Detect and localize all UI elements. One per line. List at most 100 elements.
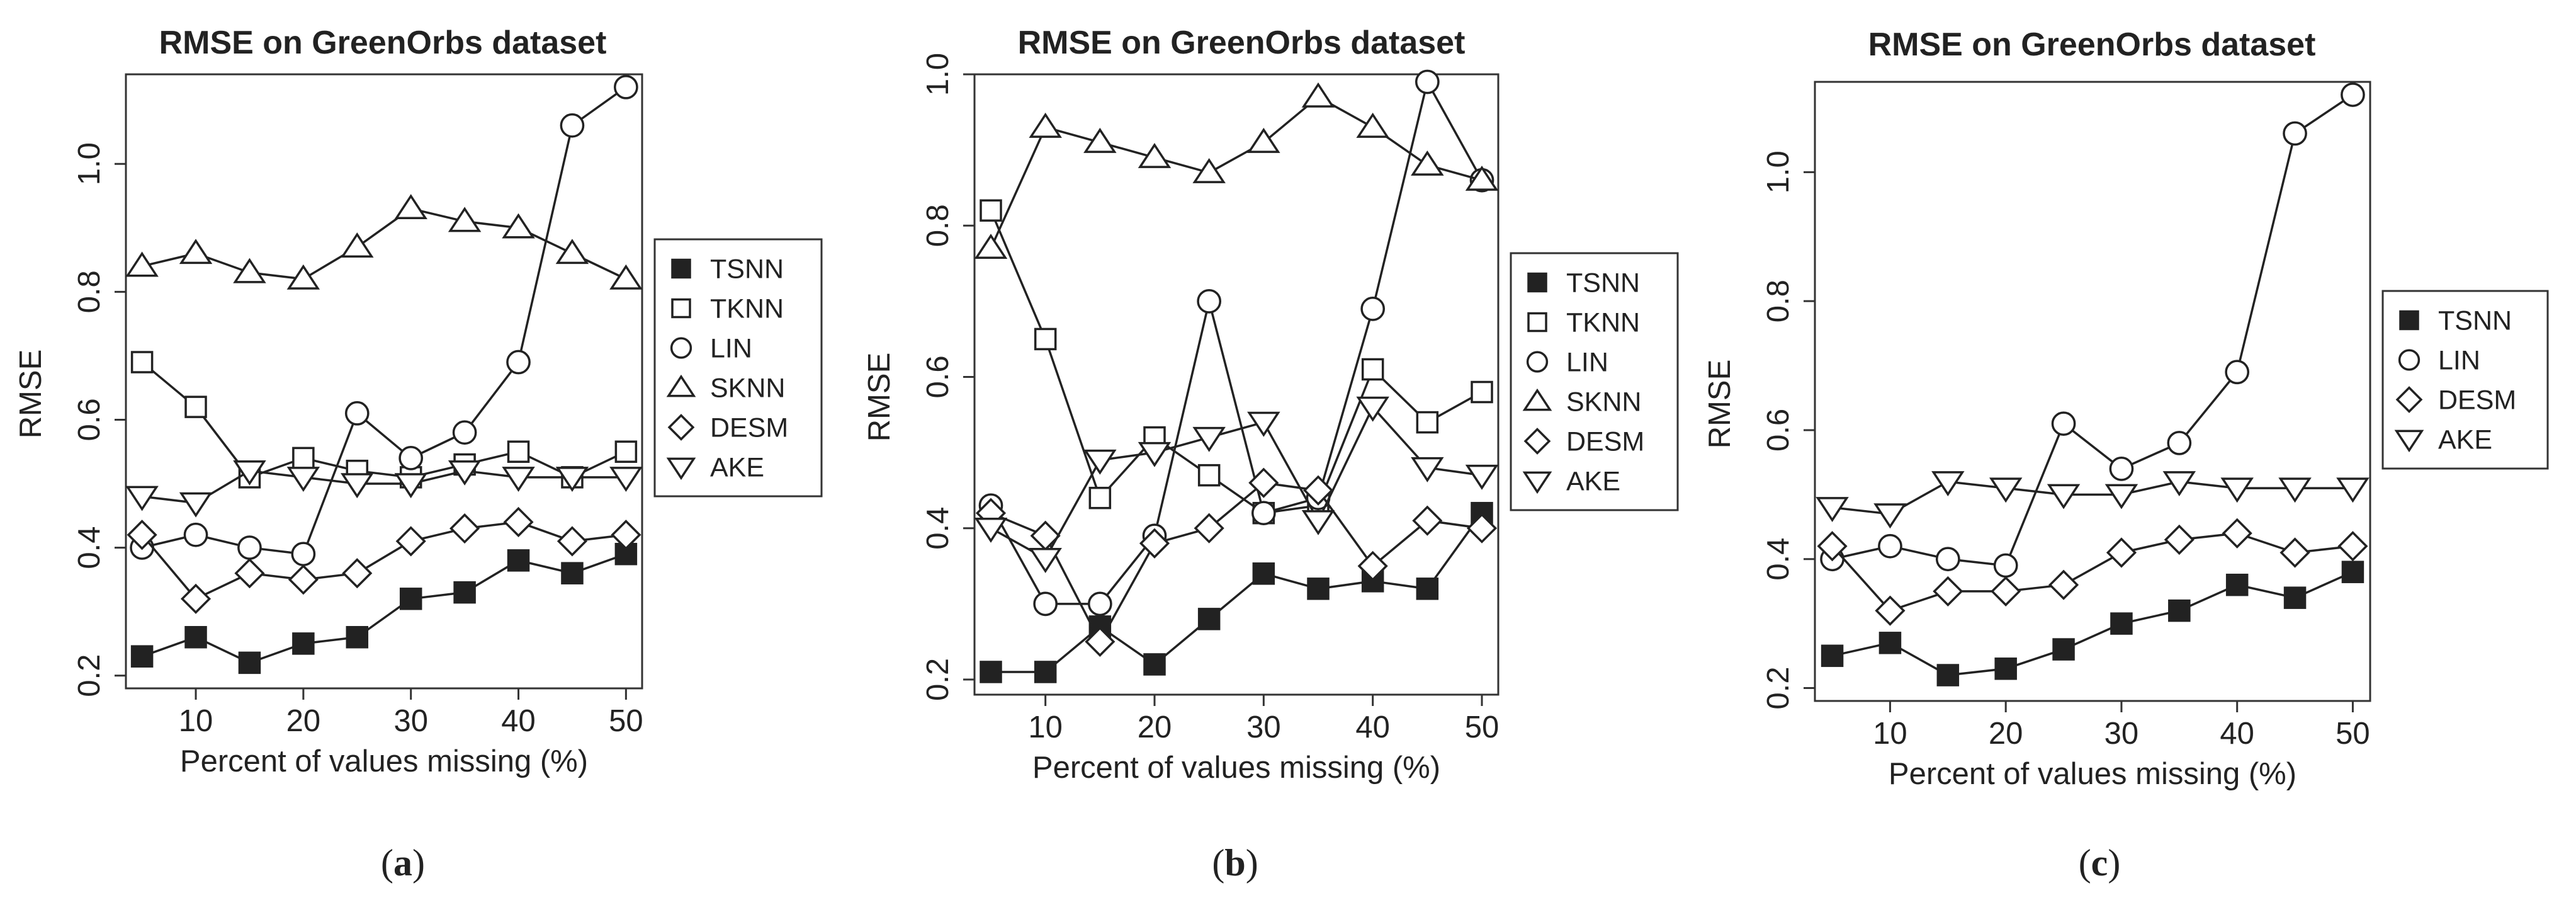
data-point-desm bbox=[342, 558, 373, 589]
data-point-desm bbox=[611, 520, 641, 550]
series-sknn bbox=[125, 194, 643, 290]
data-point-desm bbox=[1248, 467, 1279, 498]
y-tick-label: 1.0 bbox=[921, 53, 955, 96]
series-line-desm bbox=[141, 521, 626, 600]
series-line-desm bbox=[1831, 532, 2353, 612]
legend-label-lin: LIN bbox=[1566, 348, 1608, 378]
data-point-tsnn bbox=[561, 562, 584, 584]
data-point-desm bbox=[2106, 537, 2137, 568]
y-tick-label: 0.6 bbox=[1761, 409, 1795, 452]
legend-marker-tsnn bbox=[1527, 272, 1547, 293]
series-tsnn bbox=[130, 542, 638, 674]
data-point-lin bbox=[398, 446, 424, 470]
data-point-desm bbox=[1933, 576, 1963, 607]
legend-marker-ake bbox=[2394, 430, 2424, 453]
data-point-sknn bbox=[1083, 127, 1117, 153]
data-point-sknn bbox=[1247, 127, 1280, 153]
y-tick-label: 1.0 bbox=[1761, 151, 1795, 193]
data-point-lin bbox=[1360, 297, 1386, 321]
legend-label-ake: AKE bbox=[1566, 467, 1620, 497]
y-tick-label: 0.2 bbox=[72, 654, 106, 697]
legend-marker-ake bbox=[1522, 471, 1552, 494]
legend-marker-ake bbox=[666, 457, 696, 481]
data-point-sknn bbox=[555, 239, 589, 265]
legend: TSNN TKNN LIN SKNN DESM AKE bbox=[653, 238, 823, 498]
chart-panel-c: RMSE on GreenOrbs dataset 10 20 30 40 50 0.2 0.… bbox=[1703, 26, 2549, 884]
caption-open-paren: ( bbox=[1212, 842, 1224, 884]
data-point-lin bbox=[344, 401, 370, 426]
legend-label-lin: LIN bbox=[2438, 346, 2480, 376]
data-point-ake bbox=[2047, 484, 2081, 509]
caption-open-paren: ( bbox=[381, 842, 393, 884]
data-point-desm bbox=[1466, 513, 1498, 544]
data-point-desm bbox=[503, 506, 534, 538]
legend-marker-sknn bbox=[666, 374, 696, 397]
data-point-ake bbox=[609, 467, 643, 492]
data-point-tknn bbox=[614, 440, 638, 463]
legend-label-tsnn: TSNN bbox=[1566, 268, 1640, 299]
data-point-sknn bbox=[1029, 112, 1062, 138]
data-point-desm bbox=[288, 564, 319, 595]
legend-label-desm: DESM bbox=[2438, 385, 2516, 416]
legend-marker-desm bbox=[667, 414, 695, 441]
x-tick-label: 50 bbox=[609, 704, 643, 738]
y-tick-label: 0.4 bbox=[72, 526, 106, 569]
data-point-desm bbox=[449, 513, 480, 544]
x-tick-label: 40 bbox=[2220, 717, 2254, 751]
y-tick-label: 0.8 bbox=[72, 270, 106, 313]
y-tick-label: 0.6 bbox=[72, 398, 106, 441]
series-tsnn bbox=[1821, 561, 2364, 686]
data-point-ake bbox=[448, 460, 482, 486]
plot-frame bbox=[973, 73, 1500, 696]
series-line-lin bbox=[990, 81, 1483, 605]
caption-close-paren: ) bbox=[1246, 842, 1258, 884]
legend-marker-lin bbox=[1526, 351, 1549, 373]
data-point-tknn bbox=[1088, 486, 1112, 509]
data-point-tknn bbox=[184, 396, 207, 418]
legend-label-tsnn: TSNN bbox=[2438, 306, 2512, 336]
data-point-desm bbox=[1991, 576, 2021, 607]
y-axis-label: RMSE bbox=[14, 350, 48, 439]
data-point-desm bbox=[1412, 505, 1443, 536]
data-point-desm bbox=[1302, 475, 1334, 506]
data-point-sknn bbox=[394, 194, 427, 220]
data-point-lin bbox=[1251, 501, 1276, 526]
data-point-ake bbox=[394, 473, 427, 499]
y-tick-label: 0.4 bbox=[921, 507, 955, 550]
data-point-ake bbox=[1192, 426, 1226, 452]
data-point-sknn bbox=[179, 239, 213, 265]
data-point-desm bbox=[556, 526, 588, 557]
legend-box bbox=[1510, 252, 1679, 511]
x-tick-label: 10 bbox=[1028, 710, 1063, 744]
data-point-lin bbox=[506, 350, 531, 375]
data-point-tsnn bbox=[2052, 638, 2075, 661]
x-tick-label: 50 bbox=[2336, 717, 2370, 751]
legend-label-sknn: SKNN bbox=[710, 373, 785, 404]
series-line-tsnn bbox=[1832, 571, 2354, 676]
legend-label-lin: LIN bbox=[710, 334, 752, 364]
data-point-desm bbox=[180, 583, 212, 614]
data-point-tsnn bbox=[346, 626, 369, 649]
data-point-lin bbox=[1878, 533, 1902, 559]
y-tick-label: 0.8 bbox=[921, 204, 955, 247]
legend-box bbox=[653, 238, 823, 498]
data-point-lin bbox=[2341, 83, 2365, 107]
data-point-tknn bbox=[1197, 464, 1221, 487]
legend: TSNN TKNN LIN SKNN DESM AKE bbox=[1510, 252, 1679, 511]
data-point-lin bbox=[1935, 547, 1960, 572]
data-point-tknn bbox=[292, 447, 315, 470]
data-point-sknn bbox=[1465, 165, 1499, 191]
data-point-tsnn bbox=[238, 651, 261, 674]
series-line-lin bbox=[1832, 94, 2354, 567]
data-point-lin bbox=[2109, 457, 2134, 481]
series-line-tknn bbox=[990, 210, 1483, 515]
data-point-ake bbox=[2220, 477, 2254, 503]
data-point-tsnn bbox=[507, 549, 530, 572]
legend-marker-tknn bbox=[1527, 312, 1547, 333]
legend-marker-tsnn bbox=[2399, 310, 2419, 331]
data-point-tsnn bbox=[2225, 573, 2249, 596]
caption-letter: a bbox=[393, 842, 412, 884]
legend-marker-tknn bbox=[671, 298, 691, 319]
data-point-ake bbox=[1138, 441, 1172, 467]
